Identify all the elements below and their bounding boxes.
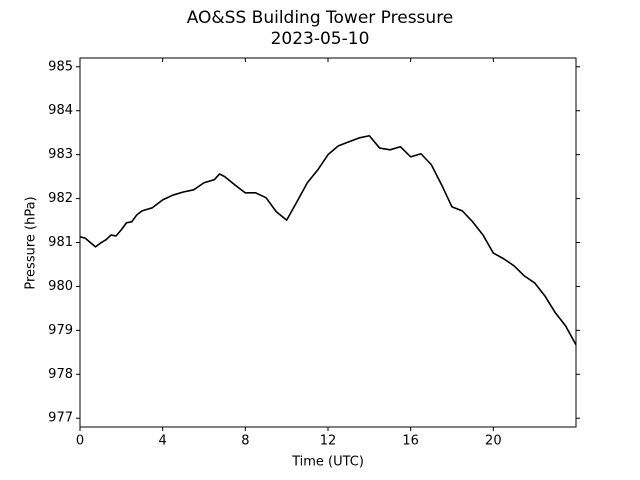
y-tick-label: 981 bbox=[48, 235, 73, 250]
y-tick-label: 984 bbox=[48, 103, 73, 118]
y-axis-label: Pressure (hPa) bbox=[24, 196, 39, 289]
chart-subtitle: 2023-05-10 bbox=[271, 29, 370, 49]
plot-frame bbox=[79, 57, 577, 428]
x-tick-label: 16 bbox=[402, 434, 419, 449]
x-tick-label: 12 bbox=[320, 434, 337, 449]
y-tick-label: 978 bbox=[48, 367, 73, 382]
x-tick-label: 0 bbox=[76, 434, 84, 449]
y-tick-label: 979 bbox=[48, 323, 73, 338]
x-tick-label: 4 bbox=[159, 434, 167, 449]
x-tick-label: 8 bbox=[241, 434, 249, 449]
y-tick-label: 982 bbox=[48, 191, 73, 206]
chart-title: AO&SS Building Tower Pressure bbox=[187, 8, 454, 28]
y-tick-label: 977 bbox=[48, 411, 73, 426]
y-tick-label: 980 bbox=[48, 279, 73, 294]
x-axis-label: Time (UTC) bbox=[291, 455, 364, 470]
x-tick-label: 20 bbox=[485, 434, 502, 449]
y-tick-label: 985 bbox=[48, 59, 73, 74]
y-tick-label: 983 bbox=[48, 147, 73, 162]
line bbox=[79, 134, 577, 346]
